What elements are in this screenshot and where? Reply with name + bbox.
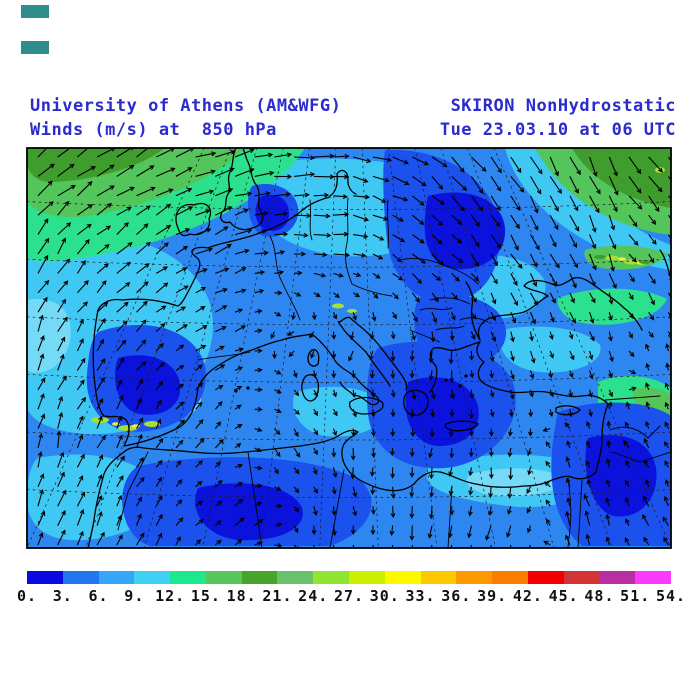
coastlines [87,148,671,548]
colorbar-segment [27,571,63,584]
model-name: SKIRON NonHydrostatic [450,96,676,116]
window-decor-square [21,41,49,54]
colorbar-tick-label: 54. [655,587,687,605]
colorbar-segment [384,571,421,584]
colorbar-tick-label: 33. [405,587,436,605]
colorbar-segment [170,571,206,584]
colorbar-segment [527,571,564,584]
colorbar-tick-label: 21. [262,587,293,605]
colorbar-segment [241,571,278,584]
colorbar-tick-label: 15. [190,587,221,605]
colorbar-segment [98,571,135,584]
field-subtitle: Winds (m/s) at 850 hPa [30,120,277,140]
colorbar-segment [599,571,636,584]
colorbar-tick-label: 45. [548,587,579,605]
colorbar-segment [635,571,672,584]
colorbar-tick-label: 24. [298,587,329,605]
colorbar-segment [62,571,99,584]
colorbar-tick-label: 36. [441,587,472,605]
colorbar-tick-label: 12. [155,587,186,605]
colorbar-tick-label: 51. [620,587,651,605]
colorbar-tick-label: 27. [333,587,365,605]
colorbar-segment [420,571,457,584]
colorbar-segment [277,571,314,584]
colorbar-tick-label: 3. [52,587,73,605]
colorbar-tick-label: 9. [124,587,145,605]
colorbar-tick-label: 42. [512,587,543,605]
colorbar-tick-label: 18. [226,587,257,605]
colorbar [27,571,672,584]
colorbar-tick-label: 39. [477,587,508,605]
map-frame [26,147,672,549]
colorbar-segment [134,571,171,584]
colorbar-segment [313,571,350,584]
colorbar-segment [492,571,528,584]
wind-arrows [37,148,671,548]
colorbar-tick-label: 6. [88,587,109,605]
valid-time: Tue 23.03.10 at 06 UTC [439,120,676,140]
colorbar-segment [349,571,385,584]
graticule [27,148,671,548]
colorbar-tick-label: 48. [584,587,615,605]
colorbar-segment [205,571,242,584]
page-title: University of Athens (AM&WFG) [30,96,342,116]
colorbar-tick-label: 0. [16,587,38,605]
colorbar-segment [456,571,493,584]
window-decor-square [21,5,49,18]
colorbar-tick-label: 30. [369,587,400,605]
colorbar-segment [563,571,600,584]
